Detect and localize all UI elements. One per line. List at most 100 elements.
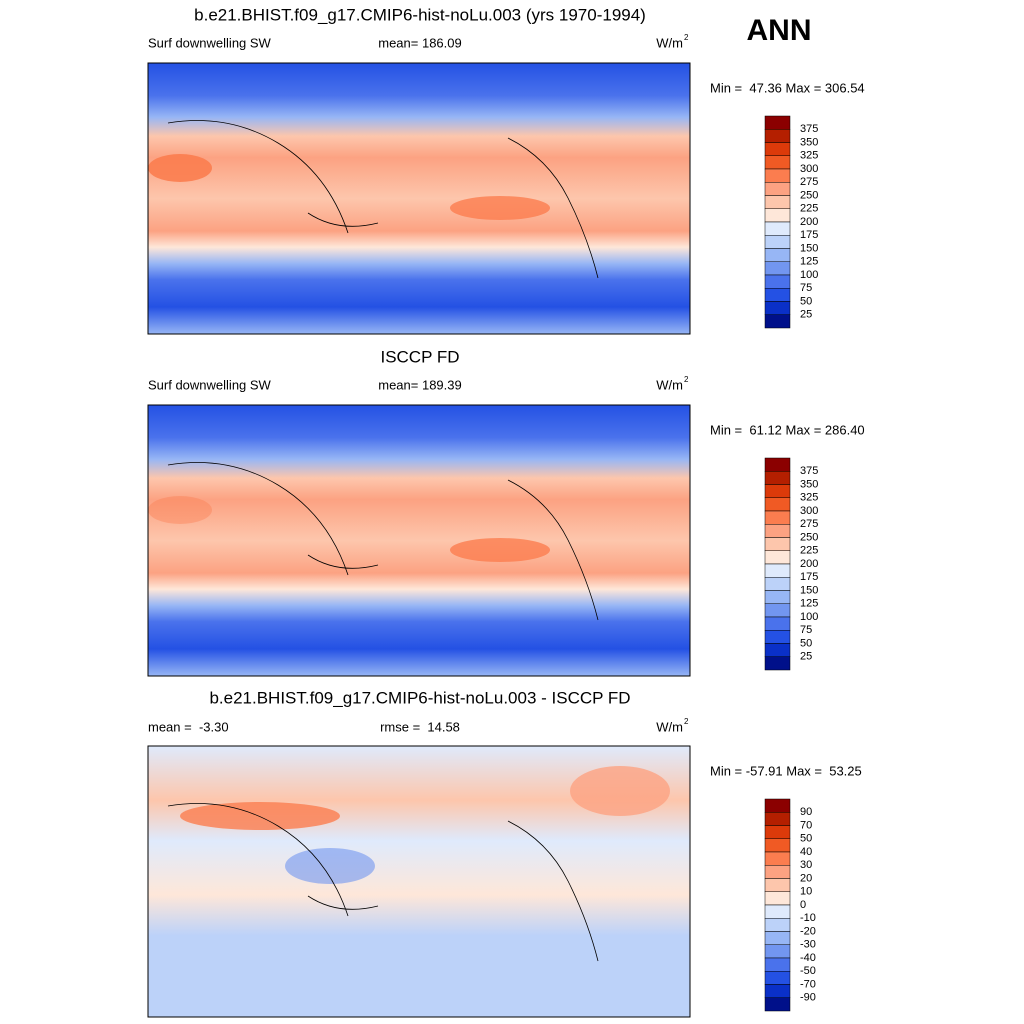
map-field — [148, 63, 690, 334]
colorbar-box — [764, 891, 791, 906]
map-frame — [147, 62, 691, 335]
colorbar-box — [764, 878, 791, 892]
colorbar-label: -20 — [800, 925, 816, 937]
colorbar-label: 250 — [800, 531, 818, 543]
field-patch — [285, 848, 375, 884]
colorbar-box — [764, 235, 791, 249]
units-exponent: 2 — [684, 717, 689, 726]
colorbar-label: -10 — [800, 912, 816, 924]
colorbar-label: 50 — [800, 833, 812, 845]
field-patch — [180, 802, 340, 830]
colorbar-label: -50 — [800, 965, 816, 977]
field-patch — [450, 196, 550, 220]
colorbar-box — [764, 550, 791, 565]
colorbar-box — [764, 288, 791, 302]
panel-title: b.e21.BHIST.f09_g17.CMIP6-hist-noLu.003 … — [194, 5, 646, 24]
colorbar-label: -30 — [800, 939, 816, 951]
colorbar-label: 175 — [800, 229, 818, 241]
colorbar-box — [764, 825, 791, 839]
units: W/m — [656, 719, 683, 734]
colorbar-box — [764, 221, 791, 236]
colorbar-label: 225 — [800, 545, 818, 557]
units: W/m — [656, 377, 683, 392]
map-frame — [147, 404, 691, 677]
colorbar-box — [764, 142, 791, 156]
colorbar-label: 150 — [800, 242, 818, 254]
colorbar-label: 275 — [800, 176, 818, 188]
colorbar-box — [764, 261, 791, 276]
map-field — [148, 405, 690, 676]
panel: b.e21.BHIST.f09_g17.CMIP6-hist-noLu.003 … — [147, 688, 862, 1018]
colorbar-label: 125 — [800, 256, 818, 268]
colorbar-box — [764, 497, 791, 512]
colorbar-box — [764, 997, 791, 1012]
colorbar-box — [764, 630, 791, 644]
colorbar-box — [764, 274, 791, 289]
colorbar-box — [764, 656, 791, 671]
colorbar-label: 225 — [800, 203, 818, 215]
colorbar-box — [764, 944, 791, 959]
season-label: ANN — [747, 14, 812, 47]
colorbar-label: 150 — [800, 584, 818, 596]
colorbar-label: 20 — [800, 872, 812, 884]
panel-title: b.e21.BHIST.f09_g17.CMIP6-hist-noLu.003 … — [209, 688, 630, 707]
colorbar-label: 25 — [800, 651, 812, 663]
panel-title: ISCCP FD — [380, 347, 459, 366]
min-max: Min = -57.91 Max = 53.25 — [710, 763, 862, 778]
colorbar-label: 375 — [800, 465, 818, 477]
colorbar-label: -70 — [800, 978, 816, 990]
colorbar-label: 175 — [800, 571, 818, 583]
colorbar-box — [764, 865, 791, 879]
colorbar-label: 10 — [800, 886, 812, 898]
colorbar-label: 300 — [800, 505, 818, 517]
colorbar-box — [764, 115, 791, 130]
colorbar-box — [764, 457, 791, 472]
coastline — [167, 120, 599, 279]
colorbar-box — [764, 643, 791, 657]
colorbar-box — [764, 510, 791, 525]
left-label: mean = -3.30 — [148, 719, 229, 734]
min-max: Min = 47.36 Max = 306.54 — [710, 80, 865, 95]
colorbar-label: 350 — [800, 478, 818, 490]
field-patch — [148, 154, 212, 182]
colorbar-box — [764, 984, 791, 998]
colorbar-label: 50 — [800, 637, 812, 649]
colorbar-label: 375 — [800, 123, 818, 135]
colorbar-label: -40 — [800, 952, 816, 964]
colorbar-label: 90 — [800, 806, 812, 818]
colorbar-box — [764, 314, 791, 329]
colorbar-label: 200 — [800, 558, 818, 570]
colorbar-label: 75 — [800, 624, 812, 636]
colorbar-box — [764, 812, 791, 826]
colorbar-box — [764, 168, 791, 183]
colorbar-box — [764, 838, 791, 853]
colorbar-box — [764, 971, 791, 985]
colorbar-label: 125 — [800, 598, 818, 610]
colorbar-label: 50 — [800, 295, 812, 307]
colorbar-box — [764, 208, 791, 223]
colorbar-label: 200 — [800, 216, 818, 228]
colorbar-box — [764, 195, 791, 209]
map-frame — [147, 745, 691, 1018]
units: W/m — [656, 35, 683, 50]
panel: b.e21.BHIST.f09_g17.CMIP6-hist-noLu.003 … — [147, 5, 865, 335]
units-exponent: 2 — [684, 33, 689, 42]
colorbar-box — [764, 957, 791, 972]
field-patch — [570, 766, 670, 816]
colorbar-label: 25 — [800, 309, 812, 321]
colorbar-box — [764, 301, 791, 315]
colorbar-box — [764, 931, 791, 945]
colorbar-box — [764, 904, 791, 919]
center-label: rmse = 14.58 — [380, 719, 460, 734]
field-patch — [148, 496, 212, 524]
colorbar-label: 325 — [800, 150, 818, 162]
center-label: mean= 189.39 — [378, 377, 461, 392]
field-patch — [450, 538, 550, 562]
colorbar-box — [764, 798, 791, 813]
colorbar-box — [764, 129, 791, 143]
units-exponent: 2 — [684, 375, 689, 384]
panel: ISCCP FD Surf downwelling SW mean= 189.39 W… — [147, 347, 865, 677]
colorbar-box — [764, 537, 791, 551]
colorbar-box — [764, 484, 791, 498]
